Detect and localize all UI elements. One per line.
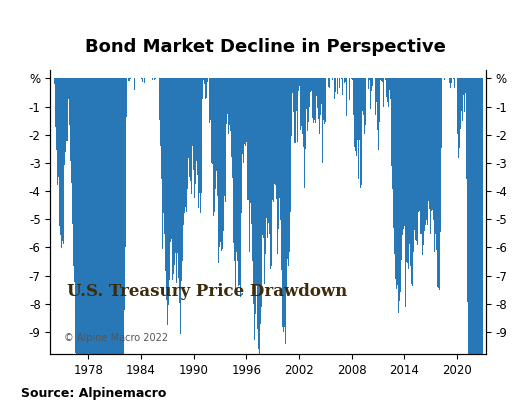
Text: Bond Market Decline in Perspective: Bond Market Decline in Perspective	[85, 37, 446, 56]
Text: Source: Alpinemacro: Source: Alpinemacro	[21, 386, 167, 400]
Text: U.S. Treasury Price Drawdown: U.S. Treasury Price Drawdown	[67, 283, 347, 300]
Text: © Alpine Macro 2022: © Alpine Macro 2022	[64, 333, 168, 343]
